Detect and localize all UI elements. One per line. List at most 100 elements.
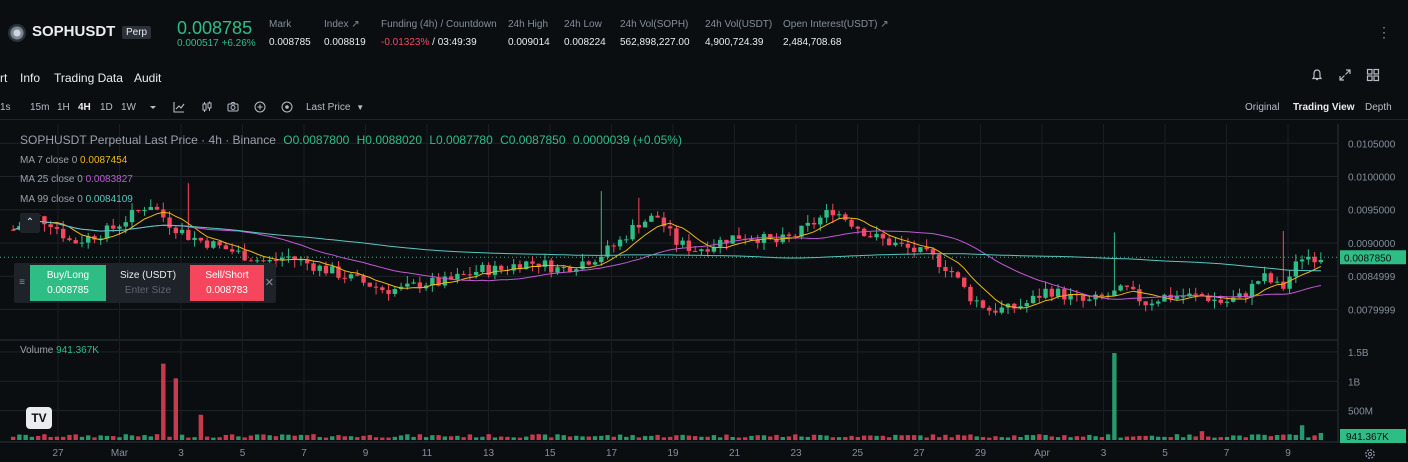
volume-bar [1062,435,1067,440]
candle-body [129,210,135,223]
candle-body [661,217,667,227]
size-input[interactable] [112,284,184,297]
chevron-down-icon[interactable] [147,101,159,113]
volume-bar [1130,436,1136,440]
stat-open-interest[interactable]: Open Interest(USDT) ↗ 2,484,708.68 [783,19,889,48]
volume-bar [430,435,435,440]
volume-bar [492,437,498,440]
stat-index[interactable]: Index ↗ 0.008819 [324,19,366,48]
candle-body [330,266,335,274]
candle-body [987,307,992,311]
close-icon[interactable]: ✕ [264,277,274,289]
expand-icon[interactable] [1338,68,1352,82]
volume-bar [311,434,316,440]
volume-bar [624,436,629,440]
volume-bar [692,436,698,440]
price-tick-label: 0.0095000 [1348,206,1396,217]
tab-trading-data[interactable]: Trading Data [54,71,123,85]
candle-body [10,229,16,231]
volume-bar [292,435,297,440]
buy-long-button[interactable]: Buy/Long 0.008785 [30,265,106,301]
more-menu-icon[interactable]: ⋮ [1377,24,1392,40]
view-depth[interactable]: Depth [1365,102,1392,113]
volume-bar [1024,434,1029,440]
candle-body [486,264,491,275]
price-change: 0.000517 +6.26% [177,38,256,49]
candle-type-icon[interactable] [201,101,213,113]
volume-bar [154,434,160,440]
current-price-label: 0.0087850 [1344,253,1392,264]
target-icon[interactable] [281,101,293,113]
add-indicator-icon[interactable] [254,101,266,113]
drag-handle-icon[interactable]: ≡ [19,277,25,288]
volume-bar [29,436,35,440]
candle-body [242,250,247,261]
candle-body [536,263,541,267]
ma7-legend[interactable]: MA 7 close 0 0.0087454 [20,155,127,166]
interval-button[interactable]: 15m [30,102,50,113]
candle-body [655,215,660,218]
candle-body [1262,273,1267,282]
stat-label: Open Interest(USDT) ↗ [783,19,889,30]
candle-body [1237,293,1242,298]
sell-short-button[interactable]: Sell/Short 0.008783 [190,265,264,301]
volume-bar [824,435,829,440]
camera-icon[interactable] [227,101,239,113]
interval-button[interactable]: 1s [0,102,11,113]
volume-bar [749,435,754,440]
gear-icon[interactable] [1364,448,1376,460]
tab-audit[interactable]: Audit [134,71,162,85]
tab-chart[interactable]: rt [0,71,8,85]
volume-bar [1143,435,1148,440]
view-original[interactable]: Original [1245,102,1280,113]
volume-bar [361,435,366,440]
price-type-select[interactable]: Last Price ▼ [306,102,364,113]
candle-body [1005,303,1011,308]
candle-body [223,245,229,250]
volume-bar [1262,434,1267,440]
stat-value: 0.009014 [508,37,550,48]
candlestick-chart[interactable]: 0.0105000 0.0100000 0.0095000 0.0090000 0.00… [0,124,1408,462]
volume-bar [899,435,904,440]
ma25-legend[interactable]: MA 25 close 0 0.0083827 [20,174,133,185]
chart-toolbar: 1s 15m 1H 4H 1D 1W Last Price ▼ Original… [0,96,1408,120]
grid-icon[interactable] [1366,68,1380,82]
candle-body [705,249,710,252]
stat-value: 562,898,227.00 [620,37,690,48]
ma-label: MA 7 close 0 [20,155,78,166]
volume-bar [586,436,591,440]
volume-bar [217,437,222,440]
candle-body [874,233,879,238]
bell-icon[interactable] [1310,68,1324,82]
volume-bar [60,436,66,440]
interval-button[interactable]: 1H [57,102,70,113]
view-trading-view[interactable]: Trading View [1293,102,1355,113]
candle-body [893,242,898,246]
candle-body [248,260,254,262]
interval-button[interactable]: 1D [100,102,113,113]
candle-body [198,237,204,241]
stat-label: Mark [269,19,292,30]
ma-value: 0.0083827 [85,174,133,185]
tab-info[interactable]: Info [20,71,41,85]
candle-body [567,267,573,272]
symbol-name[interactable]: SOPHUSDT [32,23,116,40]
volume-bar [836,437,842,440]
ma99-legend[interactable]: MA 99 close 0 0.0084109 [20,194,133,205]
interval-button[interactable]: 1W [121,102,136,113]
interval-button-active[interactable]: 4H [78,102,91,113]
candle-body [492,265,498,275]
volume-bar [611,436,617,440]
candle-body [279,257,285,261]
chevron-down-icon: ▼ [356,103,365,112]
candle-body [405,283,410,287]
time-tick-label: 7 [1224,448,1230,459]
volume-bar [167,436,172,440]
collapse-legend-button[interactable]: ⌃ [20,213,40,233]
volume-bar [1293,434,1299,440]
volume-bar [1118,437,1123,440]
indicator-icon[interactable] [173,101,185,113]
volume-bar [1124,436,1130,440]
candle-body [799,225,804,237]
candle-body [1130,286,1136,290]
